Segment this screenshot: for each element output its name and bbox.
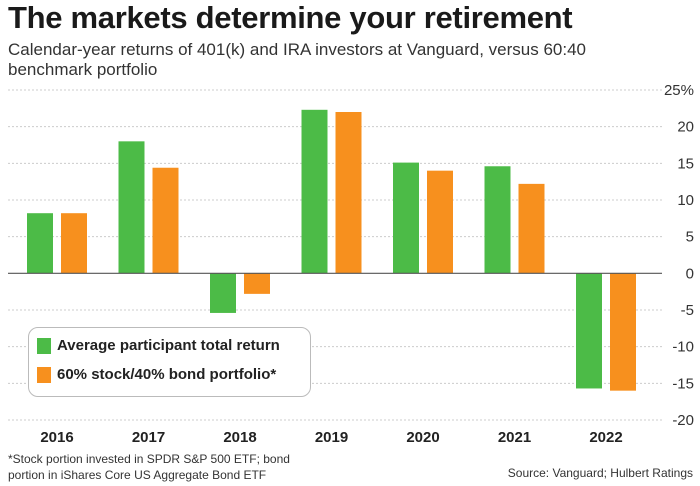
x-tick-label: 2019 bbox=[315, 429, 348, 446]
bar-benchmark-2021 bbox=[518, 183, 545, 274]
y-tick-label: -5 bbox=[681, 302, 694, 319]
source-note: Source: Vanguard; Hulbert Ratings bbox=[507, 466, 693, 480]
footnote: *Stock portion invested in SPDR S&P 500 … bbox=[8, 452, 290, 482]
x-tick-label: 2018 bbox=[223, 429, 256, 446]
y-tick-label: 10 bbox=[677, 192, 694, 209]
x-tick-label: 2020 bbox=[406, 429, 439, 446]
bar-benchmark-2019 bbox=[335, 112, 362, 274]
y-tick-label: 15 bbox=[677, 155, 694, 172]
bar-participant-2021 bbox=[484, 166, 511, 274]
x-tick-label: 2021 bbox=[498, 429, 531, 446]
x-tick-label: 2017 bbox=[132, 429, 165, 446]
x-tick-label: 2016 bbox=[40, 429, 73, 446]
bar-benchmark-2016 bbox=[61, 213, 87, 274]
bar-participant-2019 bbox=[301, 109, 328, 274]
y-tick-label: 25% bbox=[664, 82, 694, 99]
bar-benchmark-2022 bbox=[610, 273, 636, 391]
y-tick-label: 20 bbox=[677, 119, 694, 136]
y-tick-label: -15 bbox=[672, 375, 694, 392]
y-tick-label: 0 bbox=[686, 265, 694, 282]
legend-label-benchmark: 60% stock/40% bond portfolio* bbox=[57, 366, 277, 383]
legend-item-participant: Average participant total return bbox=[37, 337, 280, 354]
legend-item-benchmark: 60% stock/40% bond portfolio* bbox=[37, 366, 276, 383]
legend: Average participant total return 60% sto… bbox=[28, 327, 311, 397]
legend-swatch-orange bbox=[37, 366, 51, 383]
bar-participant-2016 bbox=[27, 213, 53, 274]
bar-participant-2020 bbox=[393, 162, 419, 274]
bar-participant-2018 bbox=[210, 273, 236, 313]
bar-benchmark-2018 bbox=[244, 273, 270, 294]
chart-subtitle: Calendar-year returns of 401(k) and IRA … bbox=[8, 40, 586, 79]
bar-participant-2017 bbox=[118, 141, 145, 274]
legend-label-participant: Average participant total return bbox=[57, 337, 280, 354]
y-tick-label: -10 bbox=[672, 339, 694, 356]
x-tick-label: 2022 bbox=[589, 429, 622, 446]
bar-benchmark-2020 bbox=[427, 170, 453, 274]
legend-swatch-green bbox=[37, 337, 51, 354]
bar-benchmark-2017 bbox=[152, 167, 179, 274]
chart-title: The markets determine your retirement bbox=[8, 0, 573, 35]
y-tick-label: -20 bbox=[672, 412, 694, 429]
y-tick-label: 5 bbox=[686, 229, 694, 246]
bar-participant-2022 bbox=[576, 273, 602, 389]
